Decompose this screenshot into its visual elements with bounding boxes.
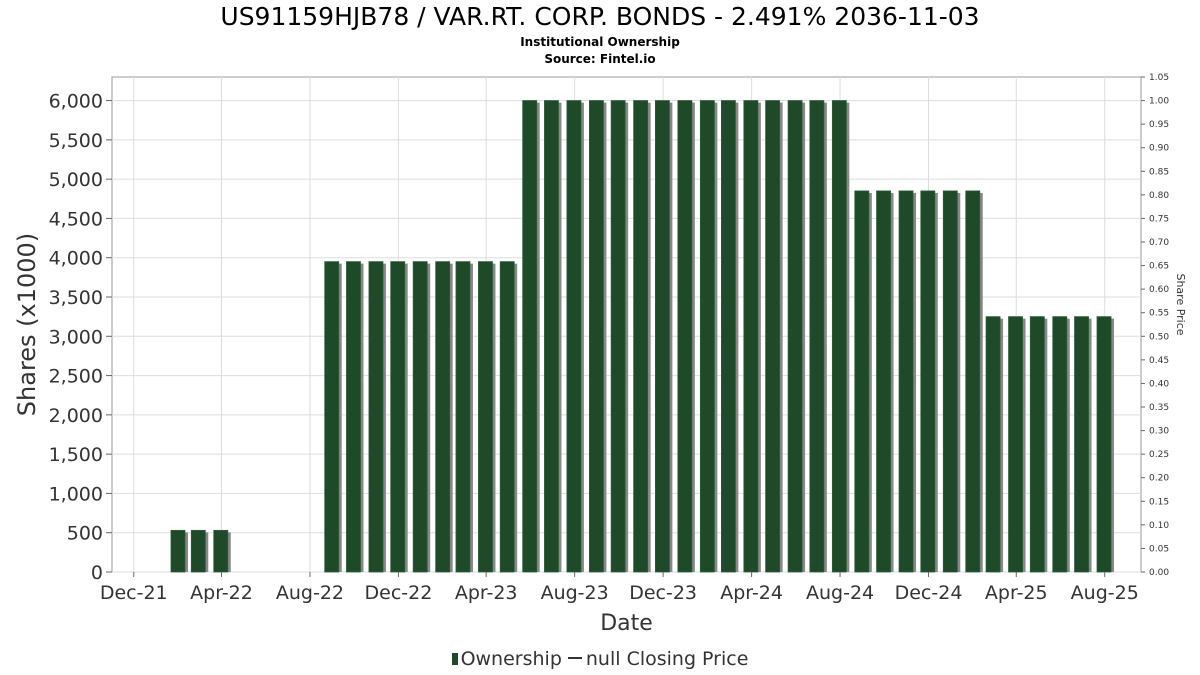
y-tick-label: 0 [91,562,103,584]
x-axis-title: Date [600,611,653,636]
ownership-bar [831,100,847,573]
ownership-bar [190,529,206,573]
chart-source: Source: Fintel.io [544,52,656,66]
chart-legend: Ownership null Closing Price [0,648,1200,670]
ownership-bar [1008,316,1023,573]
y-tick-label: 6,000 [49,91,103,113]
ownership-bar [633,100,649,573]
y2-tick-label: 0.45 [1149,356,1169,366]
y2-tick-label: 0.50 [1149,332,1169,342]
y2-tick-label: 0.60 [1149,285,1169,295]
y2-tick-label: 0.55 [1149,309,1169,319]
ownership-bar [942,190,958,573]
y2-tick-label: 0.35 [1149,403,1169,413]
legend-price-label: null Closing Price [585,648,749,670]
x-tick-label: Apr-22 [190,582,253,604]
y2-tick-label: 0.90 [1149,144,1169,154]
ownership-bar [699,100,715,573]
ownership-bar [765,100,781,573]
ownership-bar [390,261,406,573]
x-tick-label: Dec-24 [895,582,963,604]
ownership-bar [898,190,914,573]
y2-tick-label: 0.70 [1149,238,1169,248]
x-tick-label: Dec-21 [100,582,168,604]
ownership-bar [920,190,936,573]
ownership-bar [876,190,891,573]
ownership-bar [965,190,981,573]
x-tick-label: Apr-25 [985,582,1048,604]
y2-tick-label: 0.80 [1149,191,1169,201]
ownership-bar [720,100,736,573]
ownership-bar [412,261,428,573]
y2-tick-label: 0.10 [1149,521,1169,531]
ownership-bar [522,100,538,573]
ownership-bar [324,261,340,573]
ownership-bar [610,100,626,573]
y-axis-title: Shares (x1000) [13,233,41,416]
y2-axis-title: Share Price [1174,273,1187,335]
y-tick-label: 5,500 [49,130,103,152]
y-tick-label: 3,000 [49,326,103,348]
ownership-bar [589,100,604,573]
y2-tick-label: 0.25 [1149,450,1169,460]
y2-tick-label: 0.65 [1149,262,1169,272]
y2-tick-label: 0.00 [1149,568,1169,578]
ownership-bar [743,100,759,573]
ownership-bar [1052,316,1068,573]
y-tick-label: 5,000 [49,169,103,191]
y2-tick-label: 0.40 [1149,379,1169,389]
x-tick-label: Aug-23 [541,582,609,604]
ownership-bar [170,529,186,573]
ownership-bar [368,261,384,573]
ownership-bar [1096,316,1112,573]
ownership-bar [499,261,515,573]
y-tick-label: 1,500 [49,444,103,466]
ownership-bar [654,100,670,573]
ownership-bar [985,316,1001,573]
y-tick-label: 500 [67,523,103,545]
chart-title: US91159HJB78 / VAR.RT. CORP. BONDS - 2.4… [220,2,980,31]
ownership-bar [854,190,870,573]
ownership-bar [213,529,229,573]
ownership-bar [455,261,471,573]
y2-tick-label: 0.75 [1149,214,1169,224]
ownership-bar [566,100,582,573]
y-tick-label: 3,500 [49,287,103,309]
ownership-bar [478,261,493,573]
ownership-bar [1074,316,1089,573]
ownership-bar [1029,316,1045,573]
y2-tick-label: 0.85 [1149,167,1169,177]
legend-ownership-label: Ownership [460,648,562,670]
legend-price-swatch [567,657,582,659]
x-tick-label: Dec-22 [365,582,433,604]
y2-tick-label: 1.05 [1149,73,1169,83]
y-tick-label: 4,500 [49,208,103,230]
ownership-bar [435,261,451,573]
legend-ownership-swatch [451,653,458,665]
y2-tick-label: 1.00 [1149,97,1169,107]
ownership-bar [677,100,693,573]
ownership-bar [544,100,559,573]
y2-tick-label: 0.30 [1149,427,1169,437]
y-tick-label: 4,000 [49,248,103,270]
ownership-bar [809,100,825,573]
x-tick-label: Apr-23 [455,582,518,604]
x-tick-label: Aug-22 [276,582,344,604]
y2-tick-label: 0.20 [1149,474,1169,484]
x-tick-label: Aug-24 [806,582,874,604]
chart-subtitle: Institutional Ownership [520,35,680,49]
x-tick-label: Dec-23 [629,582,697,604]
y2-tick-label: 0.15 [1149,497,1169,507]
y-tick-label: 2,000 [49,405,103,427]
x-tick-label: Apr-24 [720,582,783,604]
y2-tick-label: 0.05 [1149,544,1169,554]
y-tick-label: 1,000 [49,483,103,505]
x-tick-label: Aug-25 [1071,582,1139,604]
y-tick-label: 2,500 [49,366,103,388]
y2-tick-label: 0.95 [1149,120,1169,130]
ownership-bar [346,261,361,573]
ownership-bar [787,100,803,573]
